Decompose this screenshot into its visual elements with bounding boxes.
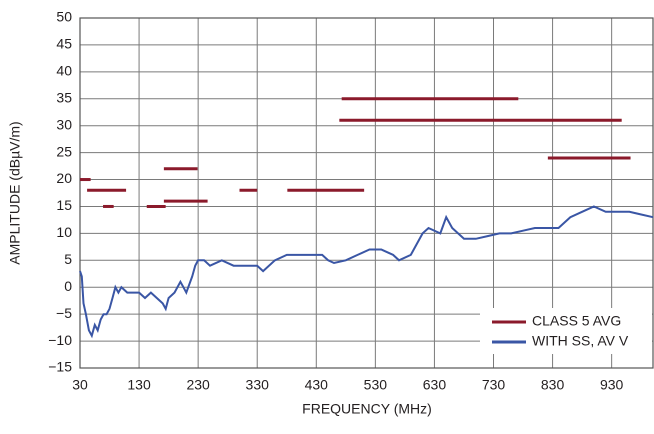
y-tick-label: −5 xyxy=(56,305,72,321)
x-tick-label: 930 xyxy=(600,377,624,393)
x-tick-label: 330 xyxy=(246,377,270,393)
x-tick-label: 430 xyxy=(305,377,329,393)
legend-box xyxy=(480,308,652,354)
y-tick-label: 5 xyxy=(64,251,72,267)
x-tick-label: 830 xyxy=(541,377,565,393)
x-tick-label: 530 xyxy=(364,377,388,393)
x-tick-label: 30 xyxy=(72,377,88,393)
y-tick-label: 10 xyxy=(56,224,72,240)
y-tick-label: 15 xyxy=(56,197,72,213)
y-tick-label: 30 xyxy=(56,116,72,132)
y-tick-label: 50 xyxy=(56,9,72,25)
x-tick-label: 230 xyxy=(186,377,210,393)
y-tick-label: −15 xyxy=(48,359,72,375)
y-tick-label: 35 xyxy=(56,89,72,105)
legend-label: CLASS 5 AVG xyxy=(532,313,621,329)
y-axis-label: AMPLITUDE (dBµV/m) xyxy=(7,121,23,264)
y-tick-label: 25 xyxy=(56,143,72,159)
x-tick-label: 130 xyxy=(127,377,151,393)
y-tick-label: 0 xyxy=(64,278,72,294)
plot-frame xyxy=(79,17,654,369)
legend-label: WITH SS, AV V xyxy=(532,333,629,349)
y-tick-label: 40 xyxy=(56,63,72,79)
x-tick-label: 730 xyxy=(482,377,506,393)
x-tick-label: 630 xyxy=(423,377,447,393)
y-tick-label: 20 xyxy=(56,170,72,186)
y-tick-label: 45 xyxy=(56,36,72,52)
x-axis-label: FREQUENCY (MHz) xyxy=(302,401,432,417)
y-tick-label: −10 xyxy=(48,332,72,348)
data-line xyxy=(79,205,654,339)
